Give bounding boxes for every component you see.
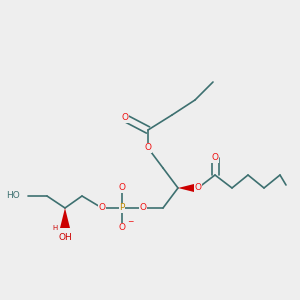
Text: O: O (212, 154, 218, 163)
Text: O: O (140, 203, 146, 212)
Text: P: P (119, 203, 125, 212)
Text: O: O (145, 143, 152, 152)
Text: O: O (118, 224, 125, 232)
Text: HO: HO (6, 191, 20, 200)
Text: −: − (127, 218, 133, 226)
Text: O: O (118, 184, 125, 193)
Polygon shape (178, 183, 198, 193)
Text: H: H (52, 225, 58, 231)
Text: O: O (122, 113, 128, 122)
Text: O: O (98, 203, 106, 212)
Text: O: O (194, 184, 202, 193)
Text: OH: OH (58, 233, 72, 242)
Polygon shape (60, 208, 70, 228)
